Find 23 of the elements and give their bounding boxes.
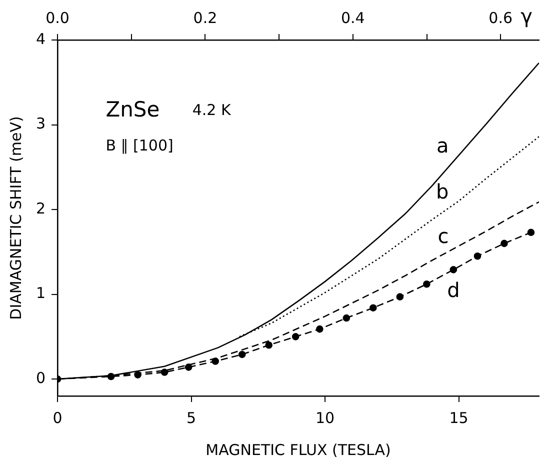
y-tick-label: 4 — [36, 30, 46, 48]
series-label: c — [438, 224, 449, 248]
series-label: d — [447, 278, 460, 302]
x2-tick-label: 0.0 — [46, 8, 70, 27]
x-tick-label: 5 — [186, 408, 196, 427]
x2-axis-title: γ — [520, 4, 533, 28]
annotation: 4.2 K — [192, 101, 232, 120]
x2-tick-label: 0.2 — [193, 8, 218, 27]
y-tick-label: 3 — [36, 114, 46, 133]
x-tick-label: 15 — [449, 408, 468, 427]
y-axis-title: DIAMAGNETIC SHIFT (meV) — [6, 116, 25, 320]
series-label: a — [436, 133, 449, 158]
x-tick-label: 0 — [52, 408, 62, 427]
x-tick-label: 10 — [315, 408, 335, 427]
y-tick-label: 2 — [36, 199, 46, 218]
annotation: B ∥ [100] — [106, 136, 174, 155]
x2-tick-label: 0.4 — [340, 8, 365, 27]
y-tick-label: 1 — [36, 284, 46, 302]
y-tick-label: 0 — [36, 368, 46, 387]
x-axis-title: MAGNETIC FLUX (TESLA) — [206, 440, 391, 459]
annotation: ZnSe — [106, 98, 160, 122]
x2-tick-label: 0.6 — [488, 8, 513, 27]
series-label: b — [436, 179, 449, 204]
